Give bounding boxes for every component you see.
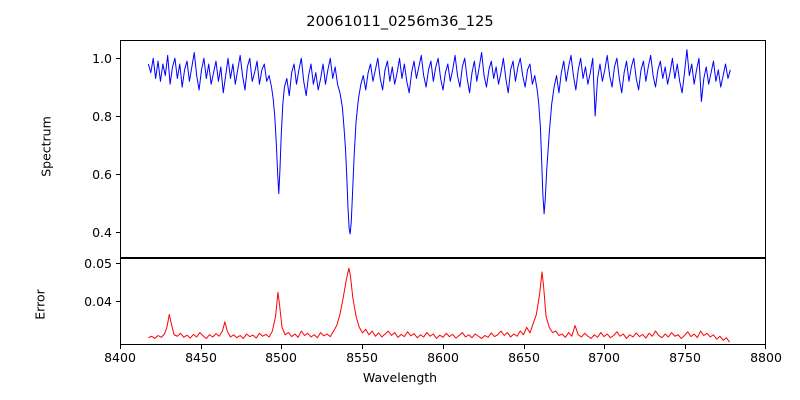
spectrum-data-line	[148, 50, 730, 234]
ytick-error-0p04: 0.04	[84, 294, 112, 309]
ytickmark-spectrum-1p0	[116, 58, 120, 59]
xtickmark-8800	[765, 345, 766, 349]
xtickmark-8550	[362, 345, 363, 349]
spectrum-plot-area	[121, 41, 765, 257]
yaxis-label-spectrum: Spectrum	[38, 116, 54, 177]
spectrum-panel	[120, 40, 766, 258]
error-data-line	[148, 268, 729, 342]
ytick-error-0p05: 0.05	[84, 256, 112, 271]
yaxis-label-error: Error	[32, 289, 48, 320]
ytick-spectrum-0p4: 0.4	[92, 225, 112, 240]
xtick-8550: 8550	[346, 350, 378, 365]
xtick-8650: 8650	[508, 350, 540, 365]
error-panel	[120, 258, 766, 345]
ytickmark-error-0p04	[116, 301, 120, 302]
xtickmark-8600	[443, 345, 444, 349]
xtickmark-8500	[281, 345, 282, 349]
xtick-8400: 8400	[104, 350, 136, 365]
xtick-8600: 8600	[427, 350, 459, 365]
xtickmark-8450	[201, 345, 202, 349]
ytick-spectrum-1p0: 1.0	[92, 51, 112, 66]
ytickmark-spectrum-0p4	[116, 232, 120, 233]
xtickmark-8750	[685, 345, 686, 349]
xtick-8450: 8450	[185, 350, 217, 365]
ytickmark-error-0p05	[116, 263, 120, 264]
error-plot-area	[121, 259, 765, 344]
ytick-spectrum-0p6: 0.6	[92, 167, 112, 182]
xtickmark-8700	[604, 345, 605, 349]
xaxis-label-wavelength: Wavelength	[362, 370, 438, 385]
xtickmark-8650	[524, 345, 525, 349]
ytickmark-spectrum-0p6	[116, 174, 120, 175]
xtick-8750: 8750	[669, 350, 701, 365]
ytickmark-spectrum-0p8	[116, 116, 120, 117]
xtickmark-8400	[120, 345, 121, 349]
ytick-spectrum-0p8: 0.8	[92, 109, 112, 124]
xtick-8500: 8500	[265, 350, 297, 365]
plot-title: 20061011_0256m36_125	[306, 14, 494, 30]
xtick-8700: 8700	[588, 350, 620, 365]
xtick-8800: 8800	[750, 350, 782, 365]
